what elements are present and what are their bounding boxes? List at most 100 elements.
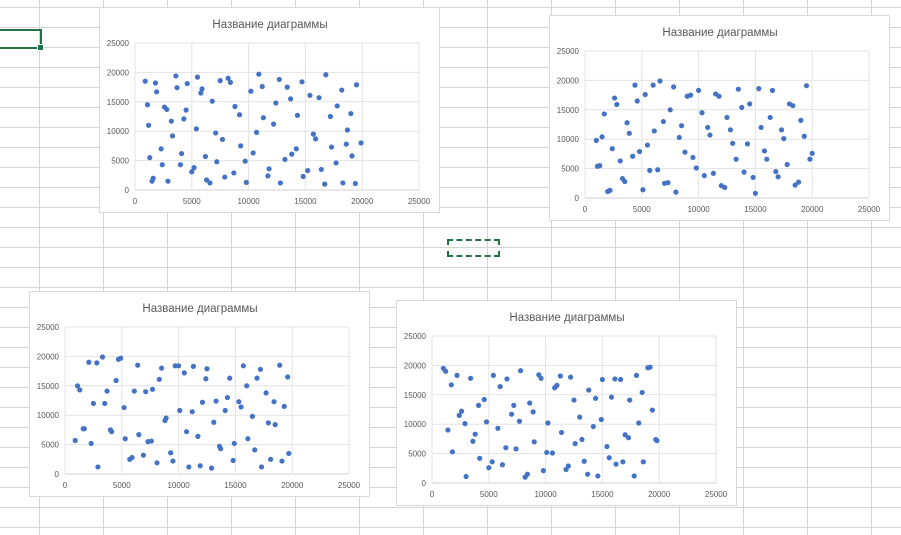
data-point bbox=[701, 173, 707, 179]
y-tick-label: 15000 bbox=[557, 106, 580, 115]
data-point bbox=[305, 167, 311, 174]
data-point bbox=[90, 400, 96, 407]
scatter-chart-1[interactable]: Название диаграммы 0 5000 10000 15000 20000 2… bbox=[99, 7, 440, 213]
x-tick-label: 10000 bbox=[167, 481, 190, 490]
copy-range-marquee[interactable] bbox=[447, 239, 500, 257]
y-tick-label: 15000 bbox=[404, 391, 427, 400]
data-point bbox=[183, 429, 190, 435]
data-point bbox=[240, 363, 246, 369]
data-point bbox=[276, 76, 282, 83]
x-tick-label: 15000 bbox=[591, 490, 614, 499]
data-point bbox=[545, 420, 551, 426]
data-point bbox=[334, 103, 340, 109]
data-point bbox=[231, 440, 237, 447]
data-point bbox=[232, 103, 238, 110]
data-point bbox=[640, 187, 646, 193]
data-point bbox=[204, 366, 210, 372]
data-point bbox=[630, 153, 636, 159]
data-point bbox=[265, 420, 271, 426]
data-point bbox=[80, 426, 86, 432]
scatter-chart-3[interactable]: Название диаграммы 0 5000 10000 15000 20000 2… bbox=[29, 291, 370, 497]
data-point bbox=[784, 161, 790, 168]
data-point bbox=[653, 436, 659, 443]
data-point bbox=[636, 148, 643, 155]
scatter-chart-2[interactable]: Название диаграммы 0 5000 10000 15000 20000 2… bbox=[549, 15, 890, 221]
data-point bbox=[769, 87, 776, 93]
data-point bbox=[158, 146, 164, 152]
data-point bbox=[216, 443, 223, 449]
data-point bbox=[231, 170, 237, 176]
data-point bbox=[135, 362, 141, 368]
data-point bbox=[243, 179, 249, 185]
data-point bbox=[159, 162, 165, 168]
data-point bbox=[294, 112, 301, 118]
data-point bbox=[449, 449, 456, 455]
data-point bbox=[318, 166, 324, 173]
data-point bbox=[611, 95, 618, 101]
x-tick-label: 20000 bbox=[351, 197, 374, 206]
data-point bbox=[756, 86, 762, 92]
data-point bbox=[245, 436, 251, 442]
data-point bbox=[613, 461, 619, 467]
data-point bbox=[571, 397, 577, 403]
data-point bbox=[208, 465, 215, 471]
data-point bbox=[598, 416, 604, 423]
data-point bbox=[614, 101, 620, 108]
x-tick-label: 25000 bbox=[338, 481, 361, 490]
data-point bbox=[531, 439, 537, 445]
chart-title: Название диаграммы bbox=[142, 303, 257, 315]
data-point bbox=[256, 71, 262, 77]
data-point bbox=[181, 370, 187, 376]
data-point bbox=[217, 78, 223, 84]
data-point bbox=[617, 158, 623, 164]
data-point bbox=[353, 82, 360, 88]
data-point bbox=[682, 149, 688, 155]
data-point bbox=[795, 179, 802, 185]
data-point bbox=[238, 404, 244, 410]
data-point bbox=[497, 383, 503, 390]
data-point bbox=[194, 74, 201, 80]
data-point bbox=[632, 82, 638, 88]
data-point bbox=[764, 156, 770, 162]
data-point bbox=[284, 84, 290, 90]
data-point bbox=[781, 136, 787, 142]
data-point bbox=[107, 427, 114, 433]
data-point bbox=[219, 136, 226, 143]
data-point bbox=[665, 180, 671, 186]
data-point bbox=[639, 389, 645, 396]
chart-title: Название диаграммы bbox=[662, 27, 777, 39]
active-cell-selection[interactable] bbox=[0, 29, 44, 51]
data-point bbox=[72, 437, 78, 444]
y-tick-label: 0 bbox=[575, 194, 580, 203]
data-point bbox=[544, 449, 550, 456]
data-point bbox=[343, 141, 349, 147]
data-point bbox=[673, 189, 679, 195]
data-point bbox=[486, 465, 492, 471]
y-tick-label: 25000 bbox=[557, 47, 580, 56]
data-point bbox=[168, 118, 174, 124]
data-point bbox=[189, 409, 195, 415]
data-point bbox=[211, 419, 217, 425]
data-point bbox=[152, 80, 159, 86]
data-point bbox=[741, 169, 747, 175]
data-point bbox=[549, 450, 556, 456]
data-point bbox=[540, 468, 546, 474]
data-point bbox=[265, 173, 271, 179]
data-point bbox=[581, 458, 587, 464]
x-tick-label: 15000 bbox=[744, 205, 767, 214]
data-point bbox=[170, 458, 176, 464]
data-point bbox=[642, 91, 648, 98]
data-point bbox=[518, 368, 524, 374]
data-point bbox=[678, 123, 685, 129]
data-point bbox=[181, 116, 187, 122]
data-point bbox=[516, 418, 523, 424]
data-point bbox=[177, 407, 183, 414]
data-point bbox=[279, 458, 285, 464]
data-point bbox=[277, 180, 284, 186]
data-point bbox=[198, 90, 204, 96]
data-point bbox=[102, 400, 108, 407]
y-tick-label: 25000 bbox=[37, 323, 60, 332]
data-point bbox=[352, 180, 358, 187]
scatter-chart-4[interactable]: Название диаграммы 0 5000 10000 15000 20000 2… bbox=[396, 300, 737, 506]
data-point bbox=[227, 79, 234, 85]
